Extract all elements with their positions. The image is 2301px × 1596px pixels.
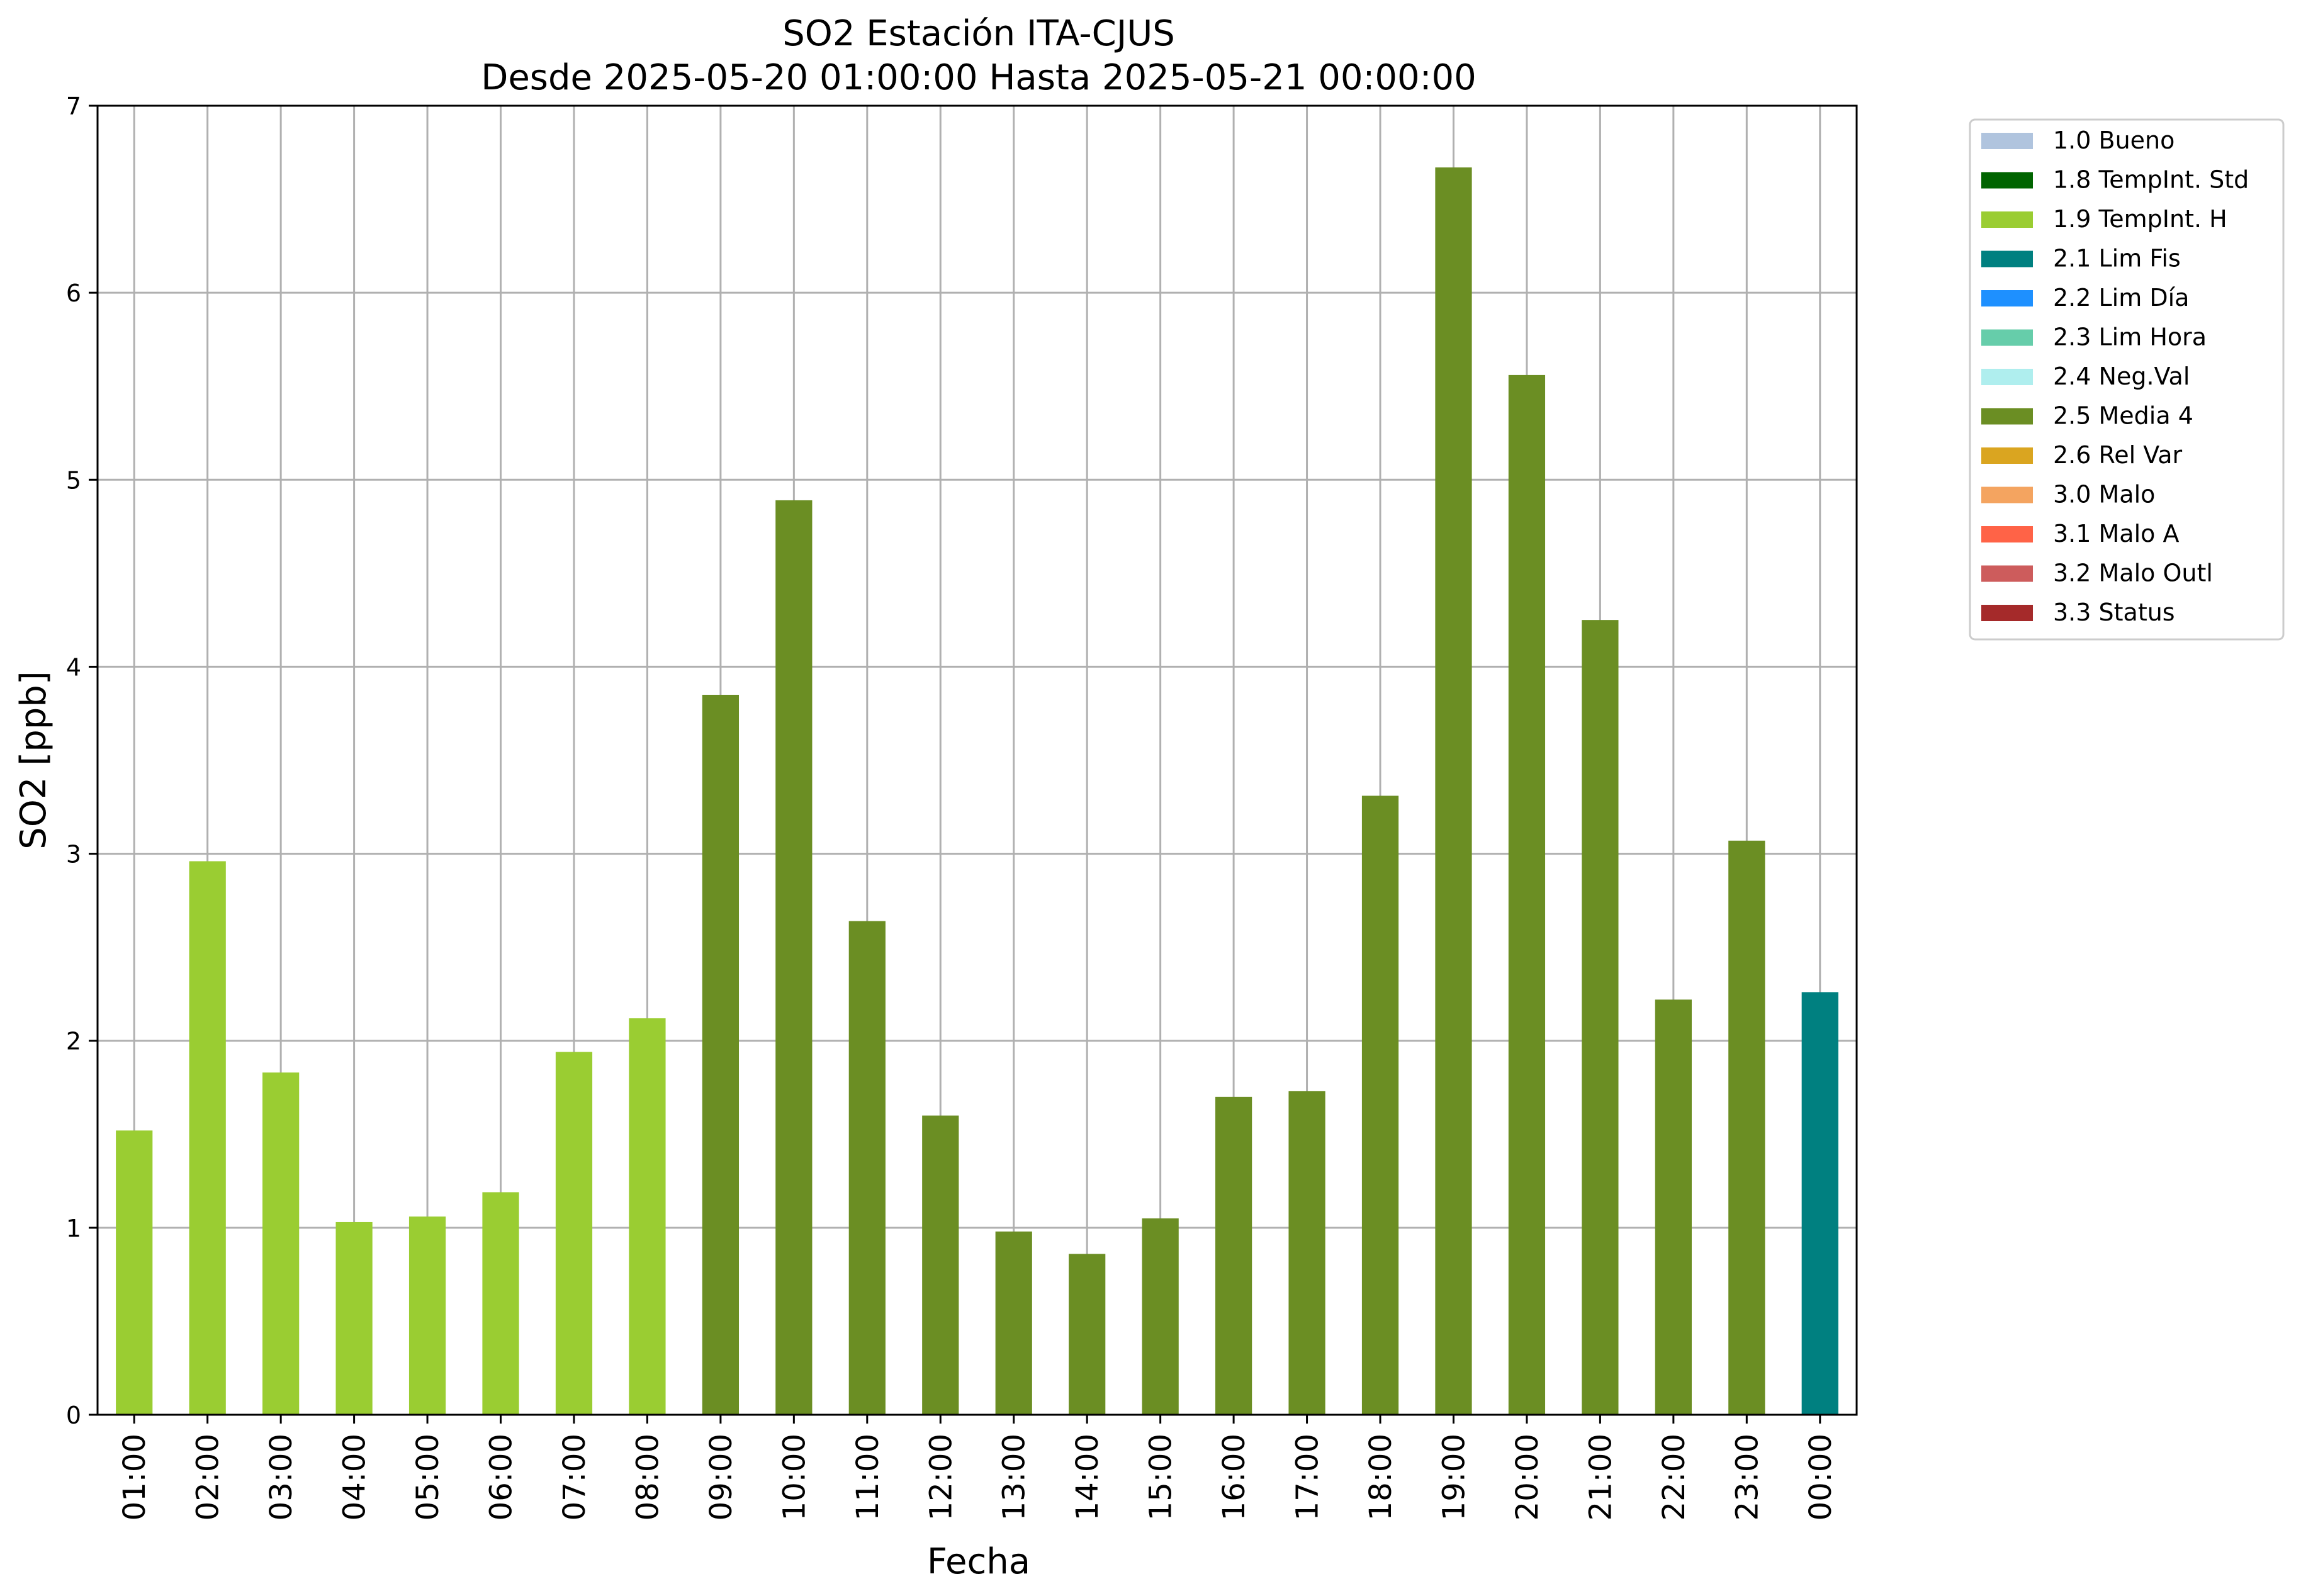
bar-1300 — [995, 1231, 1032, 1415]
legend-label: 2.6 Rel Var — [2053, 441, 2183, 469]
legend-swatch-2-6 — [1981, 447, 2033, 464]
x-tick-label: 03:00 — [264, 1434, 299, 1520]
legend-swatch-2-4 — [1981, 369, 2033, 385]
x-tick-label: 19:00 — [1436, 1434, 1471, 1520]
legend-box — [1969, 118, 2285, 641]
x-tick-label: 04:00 — [337, 1434, 373, 1520]
y-tick-label: 1 — [66, 1215, 81, 1242]
x-tick-label: 09:00 — [704, 1434, 739, 1520]
legend-swatch-2-1 — [1981, 250, 2033, 267]
bar-1800 — [1361, 795, 1399, 1415]
bar-1100 — [848, 921, 886, 1415]
bar-1700 — [1288, 1091, 1325, 1415]
legend-swatch-3-0 — [1981, 486, 2033, 503]
x-axis-label: Fecha — [927, 1541, 1030, 1582]
legend-label: 3.2 Malo Outl — [2053, 559, 2213, 587]
bar-0600 — [482, 1192, 519, 1415]
x-tick-label: 15:00 — [1144, 1434, 1179, 1520]
chart-title: SO2 Estación ITA-CJUS — [782, 13, 1175, 54]
x-tick-label: 21:00 — [1583, 1434, 1618, 1520]
legend-swatch-3-3 — [1981, 605, 2033, 621]
bar-0000 — [1801, 992, 1838, 1415]
legend-swatch-3-1 — [1981, 526, 2033, 542]
x-tick-label: 08:00 — [630, 1434, 665, 1520]
x-tick-label: 23:00 — [1730, 1434, 1765, 1520]
x-tick-label: 10:00 — [777, 1434, 812, 1520]
bar-1600 — [1215, 1096, 1252, 1415]
legend-label: 2.5 Media 4 — [2053, 402, 2193, 430]
bar-2000 — [1508, 374, 1546, 1415]
x-tick-label: 11:00 — [850, 1434, 886, 1520]
plot-frame — [96, 104, 1858, 1416]
legend-label: 2.4 Neg.Val — [2053, 362, 2190, 390]
bar-2100 — [1582, 620, 1619, 1415]
y-tick-label: 7 — [66, 93, 81, 120]
legend-label: 3.1 Malo A — [2053, 520, 2179, 548]
bar-0200 — [189, 861, 226, 1415]
y-axis-label: SO2 [ppb] — [13, 671, 54, 849]
bar-2300 — [1728, 840, 1765, 1415]
y-tick-label: 3 — [66, 841, 81, 868]
legend-swatch-1-9 — [1981, 211, 2033, 228]
legend-label: 3.3 Status — [2053, 598, 2175, 626]
bars — [116, 167, 1838, 1415]
legend-swatch-2-2 — [1981, 290, 2033, 306]
x-tick-label: 07:00 — [557, 1434, 592, 1520]
legend-label: 1.0 Bueno — [2053, 126, 2174, 154]
bar-1400 — [1069, 1254, 1106, 1415]
y-tick-label: 2 — [66, 1028, 81, 1055]
x-tick-label: 13:00 — [997, 1434, 1032, 1520]
bar-0800 — [629, 1018, 666, 1415]
x-tick-label: 06:00 — [484, 1434, 519, 1520]
legend-label: 2.2 Lim Día — [2053, 284, 2189, 312]
legend-swatch-3-2 — [1981, 565, 2033, 582]
legend: 1.0 Bueno 1.8 TempInt. Std 1.9 TempInt. H 2… — [1969, 118, 2285, 641]
bar-1900 — [1435, 167, 1472, 1415]
bar-0500 — [408, 1217, 446, 1415]
legend-swatch-1-8 — [1981, 172, 2033, 189]
bar-1000 — [775, 500, 813, 1415]
x-tick-label: 00:00 — [1803, 1434, 1838, 1520]
bar-0100 — [116, 1130, 153, 1415]
legend-swatch-1-0 — [1981, 133, 2033, 149]
legend-swatch-2-5 — [1981, 408, 2033, 425]
x-tick-label: 16:00 — [1217, 1434, 1252, 1520]
x-tick-label: 17:00 — [1290, 1434, 1325, 1520]
bar-1200 — [922, 1115, 959, 1415]
x-tick-label: 22:00 — [1657, 1434, 1692, 1520]
x-tick-label: 05:00 — [410, 1434, 446, 1520]
bar-1500 — [1142, 1218, 1179, 1415]
y-tick-label: 5 — [66, 466, 81, 494]
x-tick-label: 18:00 — [1363, 1434, 1398, 1520]
bar-0300 — [262, 1072, 300, 1415]
x-tick-label: 20:00 — [1510, 1434, 1545, 1520]
legend-swatch-2-3 — [1981, 329, 2033, 346]
x-tick-label: 12:00 — [923, 1434, 959, 1520]
axes — [96, 104, 1858, 1416]
x-tick-label: 14:00 — [1070, 1434, 1105, 1520]
x-tick-label: 02:00 — [191, 1434, 226, 1520]
bar-0900 — [702, 695, 740, 1415]
bar-0700 — [555, 1052, 593, 1415]
y-tick-label: 0 — [66, 1402, 81, 1429]
legend-label: 3.0 Malo — [2053, 481, 2155, 509]
y-tick-label: 4 — [66, 653, 81, 681]
y-tick-label: 6 — [66, 279, 81, 307]
legend-label: 2.3 Lim Hora — [2053, 323, 2207, 351]
legend-label: 2.1 Lim Fis — [2053, 245, 2181, 273]
legend-label: 1.9 TempInt. H — [2053, 205, 2227, 233]
bar-0400 — [335, 1222, 373, 1415]
chart-subtitle: Desde 2025-05-20 01:00:00 Hasta 2025-05-… — [481, 57, 1477, 98]
legend-label: 1.8 TempInt. Std — [2053, 166, 2249, 194]
x-tick-label: 01:00 — [117, 1434, 152, 1520]
ticks: 0 1 2 3 4 5 6 7 01:00 02:00 03:00 04:00 05:00 06:00 07… — [66, 93, 1838, 1520]
bar-2200 — [1655, 999, 1692, 1415]
